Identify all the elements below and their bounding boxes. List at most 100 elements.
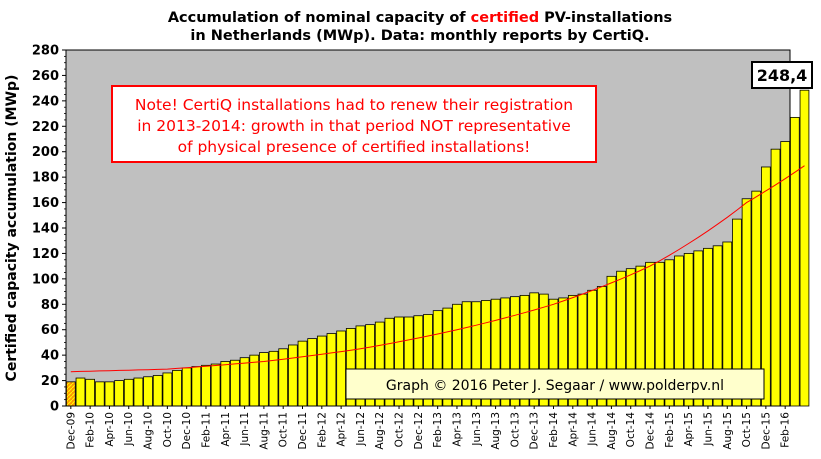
x-tick-label: Aug-14	[606, 412, 618, 450]
bar	[307, 338, 318, 407]
x-tick-label: Jun-12	[355, 412, 367, 447]
x-tick-label: Jun-10	[123, 412, 135, 447]
x-tick-label: Oct-11	[278, 412, 290, 447]
x-tick-label: Dec-11	[297, 412, 309, 449]
x-tick-label: Apr-11	[220, 412, 232, 447]
x-tick-label: Jun-11	[239, 412, 251, 447]
plot-frame	[65, 49, 791, 407]
bars-group	[65, 89, 810, 407]
y-tick-label: 40	[41, 349, 59, 364]
bar	[336, 330, 346, 407]
bar	[220, 361, 231, 407]
x-tick-label: Feb-10	[85, 412, 97, 448]
y-tick-label: 0	[50, 400, 59, 415]
bar	[65, 381, 76, 407]
y-tick-label: 240	[32, 94, 59, 109]
last-value-label: 248,4	[757, 66, 808, 85]
x-tick-label: Aug-11	[258, 412, 270, 450]
x-tick-label: Feb-12	[316, 412, 328, 448]
y-tick-label: 260	[32, 69, 59, 84]
bar	[162, 372, 173, 407]
x-tick-label: Feb-16	[780, 412, 792, 448]
chart-title-line1: Accumulation of nominal capacity of cert…	[168, 10, 672, 26]
bar	[789, 116, 800, 407]
bar	[297, 340, 308, 407]
x-tick-label: Feb-11	[201, 412, 213, 448]
note-box: Note! CertiQ installations had to renew …	[111, 85, 597, 163]
title-highlight: certified	[471, 10, 539, 26]
bar	[104, 381, 115, 407]
bar	[259, 352, 269, 407]
bar	[239, 357, 250, 407]
y-axis: 0 20 40 60 80 100 120 140 160 180 200 220 240 260 280	[32, 44, 66, 415]
bar	[278, 348, 289, 407]
trend-group	[70, 165, 805, 373]
credit-text: Graph © 2016 Peter J. Segaar / www.polde…	[386, 378, 724, 394]
y-axis-label: Certified capacity accumulation (MWp)	[4, 75, 20, 382]
x-tick-label: Dec-12	[413, 412, 425, 449]
x-tick-label: Feb-15	[664, 412, 676, 448]
x-tick-label: Feb-13	[432, 412, 444, 448]
note-line3: of physical presence of certified instal…	[178, 138, 531, 156]
y-tick-label: 180	[32, 171, 59, 186]
title-suffix: PV-installations	[539, 10, 672, 26]
bar	[288, 344, 298, 407]
y-tick-label: 280	[32, 44, 59, 59]
x-tick-label: Apr-13	[452, 412, 464, 447]
bar	[316, 335, 327, 407]
x-tick-label: Apr-14	[567, 412, 579, 447]
y-tick-label: 200	[32, 145, 59, 160]
x-tick-label: Oct-10	[162, 412, 174, 447]
bar	[152, 375, 163, 407]
bar	[181, 367, 192, 407]
x-tick-label: Oct-13	[509, 412, 521, 447]
y-tick-label: 220	[32, 120, 59, 135]
x-tick-label: Oct-14	[625, 412, 637, 448]
y-tick-label: 160	[32, 196, 59, 211]
x-tick-label: Jun-15	[702, 412, 714, 447]
x-tick-label: Aug-13	[490, 412, 502, 450]
x-axis: Dec-09 Feb-10 Apr-10 Jun-10 Aug-10 Oct-10 Dec-…	[65, 406, 792, 450]
bar	[123, 378, 134, 407]
x-tick-label: Jun-14	[587, 412, 599, 447]
bar	[75, 377, 86, 407]
y-tick-label: 100	[32, 272, 59, 287]
bar	[210, 363, 221, 407]
x-tick-label: Apr-10	[104, 412, 116, 447]
x-tick-label: Oct-12	[394, 412, 406, 447]
bar	[114, 380, 124, 407]
x-tick-label: Dec-09	[65, 412, 77, 449]
x-tick-label: Jun-13	[471, 412, 483, 447]
y-tick-label: 20	[41, 374, 59, 389]
bar	[133, 377, 144, 407]
y-tick-label: 120	[32, 247, 59, 262]
bar	[799, 89, 810, 407]
bar	[326, 333, 337, 407]
bar	[85, 378, 95, 407]
note-line1: Note! CertiQ installations had to renew …	[135, 96, 573, 114]
title-prefix: Accumulation of nominal capacity of	[168, 10, 471, 26]
note-line2: in 2013-2014: growth in that period NOT …	[137, 117, 571, 135]
x-tick-label: Oct-15	[741, 412, 753, 447]
y-tick-label: 140	[32, 222, 59, 237]
bar	[172, 369, 182, 407]
x-tick-label: Dec-13	[529, 412, 541, 449]
chart-title-line2: in Netherlands (MWp). Data: monthly repo…	[190, 28, 649, 44]
bar	[201, 364, 211, 407]
x-tick-label: Apr-12	[336, 412, 348, 447]
bar	[230, 359, 240, 407]
last-value-callout: 248,4	[751, 61, 813, 89]
y-tick-label: 80	[41, 298, 59, 313]
bar	[770, 148, 781, 407]
x-tick-label: Aug-15	[722, 412, 734, 450]
x-tick-label: Dec-14	[645, 412, 657, 450]
bar	[94, 381, 105, 407]
bar	[191, 366, 202, 407]
x-tick-label: Feb-14	[548, 412, 560, 448]
x-tick-label: Dec-10	[181, 412, 193, 449]
x-tick-label: Apr-15	[683, 412, 695, 447]
bar	[143, 376, 153, 407]
credit-box: Graph © 2016 Peter J. Segaar / www.polde…	[345, 368, 765, 400]
x-tick-label: Aug-10	[143, 412, 155, 450]
